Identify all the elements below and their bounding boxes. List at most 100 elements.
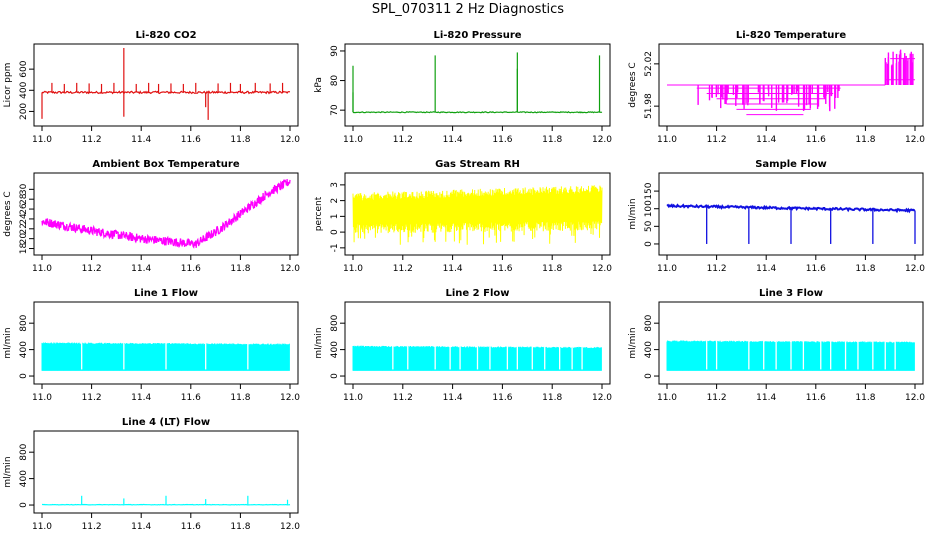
x-tick-label: 11.6 <box>492 393 512 403</box>
y-axis-label: ml/min <box>3 456 13 487</box>
x-tick-label: 12.0 <box>280 135 300 145</box>
y-tick-label: 30 <box>19 183 29 195</box>
x-tick-label: 11.0 <box>343 135 363 145</box>
x-tick-label: 11.8 <box>542 264 562 274</box>
x-tick-label: 12.0 <box>280 393 300 403</box>
x-tick-label: 11.6 <box>181 135 201 145</box>
y-tick-label: 0 <box>19 373 29 379</box>
series-trace <box>41 178 291 249</box>
series-trace <box>352 52 603 114</box>
x-tick-label: 11.2 <box>707 264 727 274</box>
x-tick-label: 11.6 <box>806 264 826 274</box>
y-tick-label: 0 <box>19 502 29 508</box>
y-tick-label: 800 <box>644 314 654 331</box>
plot-frame <box>33 430 299 514</box>
y-tick-label: 400 <box>19 470 29 487</box>
y-tick-label: 400 <box>330 341 340 358</box>
x-tick-label: 11.6 <box>806 393 826 403</box>
x-tick-label: 12.0 <box>592 264 612 274</box>
y-tick-label: 0 <box>330 373 340 379</box>
x-tick-label: 11.6 <box>492 264 512 274</box>
x-tick-label: 12.0 <box>592 135 612 145</box>
x-tick-label: 11.4 <box>131 393 151 403</box>
x-tick-label: 11.2 <box>393 135 413 145</box>
y-tick-label: 3 <box>330 182 340 188</box>
y-axis-label: Licor ppm <box>3 63 13 108</box>
panel-title: Line 3 Flow <box>759 288 823 299</box>
x-tick-label: 11.0 <box>343 264 363 274</box>
x-tick-label: 11.0 <box>32 135 52 145</box>
panel-title: Line 2 Flow <box>446 288 510 299</box>
x-tick-label: 11.8 <box>542 393 562 403</box>
y-tick-label: 80 <box>330 75 340 87</box>
x-tick-label: 11.2 <box>82 135 102 145</box>
y-tick-label: 800 <box>19 314 29 331</box>
y-axis-label: ml/min <box>314 327 324 358</box>
y-tick-label: 100 <box>644 200 654 217</box>
y-tick-label: 600 <box>19 60 29 77</box>
x-tick-label: 12.0 <box>280 522 300 532</box>
plot-frame <box>344 43 611 127</box>
y-tick-label: 1 <box>330 213 340 219</box>
y-tick-label: 20 <box>19 233 29 245</box>
x-tick-label: 11.8 <box>230 264 250 274</box>
x-tick-label: 11.4 <box>131 264 151 274</box>
series-line <box>353 111 603 114</box>
y-tick-label: 24 <box>19 213 29 225</box>
x-tick-label: 11.0 <box>657 135 677 145</box>
panel-6: Sample Flow 11.0 11.2 11.4 11.6 11.8 12.0 0 50 10… <box>628 159 925 274</box>
x-tick-label: 11.2 <box>707 393 727 403</box>
series-trace <box>41 48 291 120</box>
x-tick-label: 11.6 <box>806 135 826 145</box>
y-axis-label: ml/min <box>628 198 638 229</box>
x-tick-label: 11.8 <box>230 135 250 145</box>
x-tick-label: 11.2 <box>82 264 102 274</box>
y-tick-label: 400 <box>19 81 29 98</box>
panel-title: Line 1 Flow <box>134 288 198 299</box>
plot-frame <box>658 172 924 256</box>
y-tick-label: 150 <box>644 182 654 199</box>
panel-title: Ambient Box Temperature <box>92 159 239 170</box>
panel-title: Line 4 (LT) Flow <box>122 417 210 428</box>
x-tick-label: 11.0 <box>343 393 363 403</box>
x-tick-label: 11.2 <box>393 393 413 403</box>
y-axis-label: degrees C <box>628 62 638 107</box>
x-tick-label: 11.2 <box>393 264 413 274</box>
series-trace <box>42 495 291 506</box>
series-line <box>41 90 291 95</box>
series-trace <box>666 203 916 244</box>
panel-9: Line 3 Flow 11.0 11.2 11.4 11.6 11.8 12.0 0 400 8… <box>628 288 925 403</box>
x-tick-label: 11.0 <box>657 393 677 403</box>
x-tick-label: 12.0 <box>280 264 300 274</box>
y-tick-label: 18 <box>19 243 29 255</box>
y-tick-label: 800 <box>19 443 29 460</box>
x-tick-label: 12.0 <box>592 393 612 403</box>
x-tick-label: 11.8 <box>855 135 875 145</box>
x-tick-label: 12.0 <box>905 393 925 403</box>
x-tick-label: 11.2 <box>707 135 727 145</box>
plot-frame <box>658 43 924 127</box>
y-tick-label: 0 <box>644 241 654 247</box>
plot-frame <box>33 43 299 127</box>
panel-title: Sample Flow <box>755 159 827 170</box>
x-tick-label: 11.4 <box>756 264 776 274</box>
series-trace <box>352 185 603 245</box>
x-tick-label: 12.0 <box>905 264 925 274</box>
panel-8: Line 2 Flow 11.0 11.2 11.4 11.6 11.8 12.0 0 400 8… <box>314 288 612 403</box>
y-tick-label: 26 <box>19 203 29 215</box>
x-tick-label: 11.0 <box>32 393 52 403</box>
y-axis-label: kPa <box>314 77 324 93</box>
y-tick-label: 52.02 <box>644 51 654 77</box>
y-axis-label: ml/min <box>3 327 13 358</box>
panel-5: Gas Stream RH 11.0 11.2 11.4 11.6 11.8 12.0 -1 0… <box>314 159 612 274</box>
y-tick-label: 200 <box>19 103 29 120</box>
panel-title: Li-820 CO2 <box>135 30 196 41</box>
y-axis-label: ml/min <box>628 327 638 358</box>
x-tick-label: 11.6 <box>181 522 201 532</box>
y-tick-label: 400 <box>644 341 654 358</box>
x-tick-label: 11.0 <box>32 522 52 532</box>
x-tick-label: 11.8 <box>855 393 875 403</box>
x-tick-label: 11.8 <box>855 264 875 274</box>
panel-1: Li-820 CO2 11.0 11.2 11.4 11.6 11.8 12.0 200 400… <box>3 30 300 145</box>
